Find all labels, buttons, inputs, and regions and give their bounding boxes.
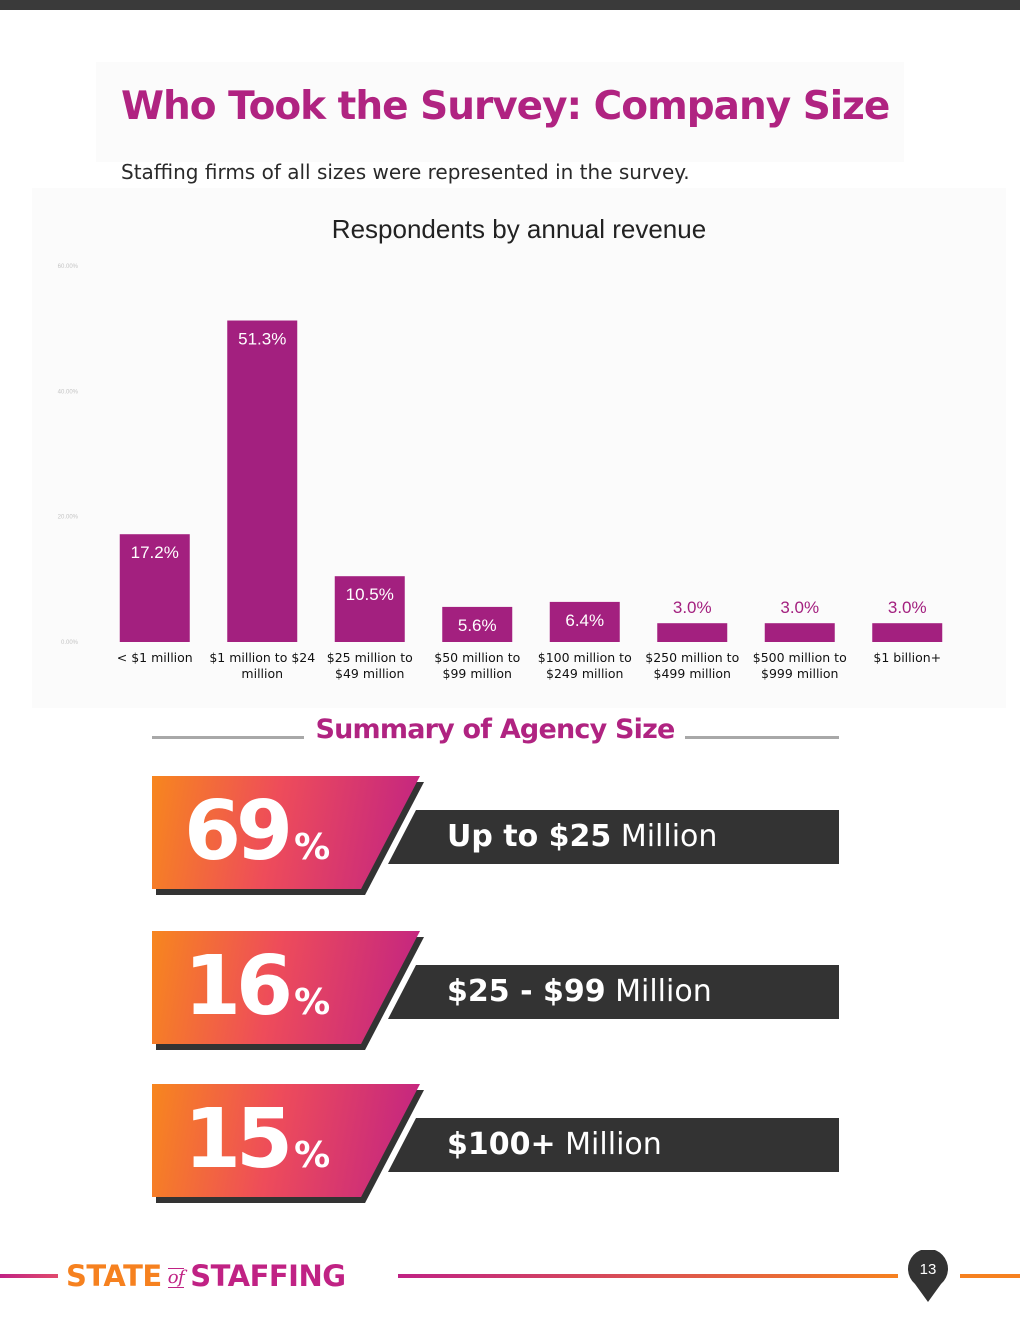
title-box xyxy=(96,62,904,162)
category-label: $1 billion+ xyxy=(873,650,941,665)
page-subtitle: Staffing firms of all sizes were represe… xyxy=(121,160,690,184)
top-bar xyxy=(0,0,1020,10)
chart-panel: Respondents by annual revenue 0.00% 20.00… xyxy=(32,188,1006,708)
category-labels: < $1 million $1 million to $24 million $25 … xyxy=(117,650,941,681)
bar-data-label: 17.2% xyxy=(131,543,179,562)
category-label: < $1 million xyxy=(117,650,193,665)
category-label: $500 million to $999 million xyxy=(753,650,847,681)
page-number-pin-icon xyxy=(908,1250,948,1302)
footer-line-right xyxy=(960,1274,1020,1278)
bar xyxy=(442,606,513,642)
bar-data-label: 10.5% xyxy=(346,585,394,604)
bar xyxy=(872,623,943,642)
bar xyxy=(657,623,728,642)
summary-rule-left xyxy=(152,736,304,739)
category-label: $50 million to $99 million xyxy=(434,650,520,681)
y-tick-label: 40.00% xyxy=(58,389,79,395)
stat-row-100m-plus: 15% $100+ Million xyxy=(0,1084,1020,1214)
y-tick-label: 20.00% xyxy=(58,515,79,521)
stat-row-up-to-25m: 69% Up to $25 Million xyxy=(0,776,1020,906)
y-tick-label: 0.00% xyxy=(61,640,79,646)
chart-title: Respondents by annual revenue xyxy=(332,214,706,244)
bar xyxy=(227,320,298,642)
y-axis-ticks: 0.00% 20.00% 40.00% 60.00% xyxy=(58,264,79,646)
stat-label: $25 - $99 Million xyxy=(447,974,712,1009)
stat-label: $100+ Million xyxy=(447,1127,662,1162)
state-of-staffing-logo: STATE of STAFFING xyxy=(66,1259,346,1293)
stat-percentage: 16% xyxy=(184,939,331,1034)
stat-band xyxy=(388,810,839,864)
bar-data-label: 51.3% xyxy=(238,330,286,349)
stat-band xyxy=(388,1118,839,1172)
footer-line-left xyxy=(0,1274,58,1278)
revenue-bar-chart: Respondents by annual revenue 0.00% 20.00… xyxy=(58,214,943,681)
stat-percentage: 69% xyxy=(184,784,331,879)
page-title: Who Took the Survey: Company Size xyxy=(121,84,890,129)
category-label: $250 million to $499 million xyxy=(645,650,739,681)
stat-row-25m-99m: 16% $25 - $99 Million xyxy=(0,931,1020,1061)
bar xyxy=(334,576,405,642)
bar-data-label: 5.6% xyxy=(458,616,497,635)
category-label: $25 million to $49 million xyxy=(327,650,413,681)
bar-labels: 17.2% 51.3% 10.5% 5.6% 6.4% 3.0% 3.0% 3.0% xyxy=(131,330,927,635)
bars xyxy=(119,320,943,642)
bar-data-label: 3.0% xyxy=(888,598,927,617)
summary-heading: Summary of Agency Size xyxy=(315,714,675,745)
footer-line-middle xyxy=(398,1274,898,1278)
page-number: 13 xyxy=(919,1261,937,1278)
category-label: $1 million to $24 million xyxy=(209,650,315,681)
stat-percentage: 15% xyxy=(184,1092,331,1187)
bar xyxy=(119,534,190,642)
category-label: $100 million to $249 million xyxy=(538,650,632,681)
summary-rule-right xyxy=(685,736,839,739)
bar xyxy=(549,601,620,642)
bar-data-label: 6.4% xyxy=(565,611,604,630)
bar xyxy=(764,623,835,642)
stat-label: Up to $25 Million xyxy=(447,819,718,854)
stat-band xyxy=(388,965,839,1019)
bar-data-label: 3.0% xyxy=(673,598,712,617)
bar-data-label: 3.0% xyxy=(780,598,819,617)
y-tick-label: 60.00% xyxy=(58,264,79,270)
